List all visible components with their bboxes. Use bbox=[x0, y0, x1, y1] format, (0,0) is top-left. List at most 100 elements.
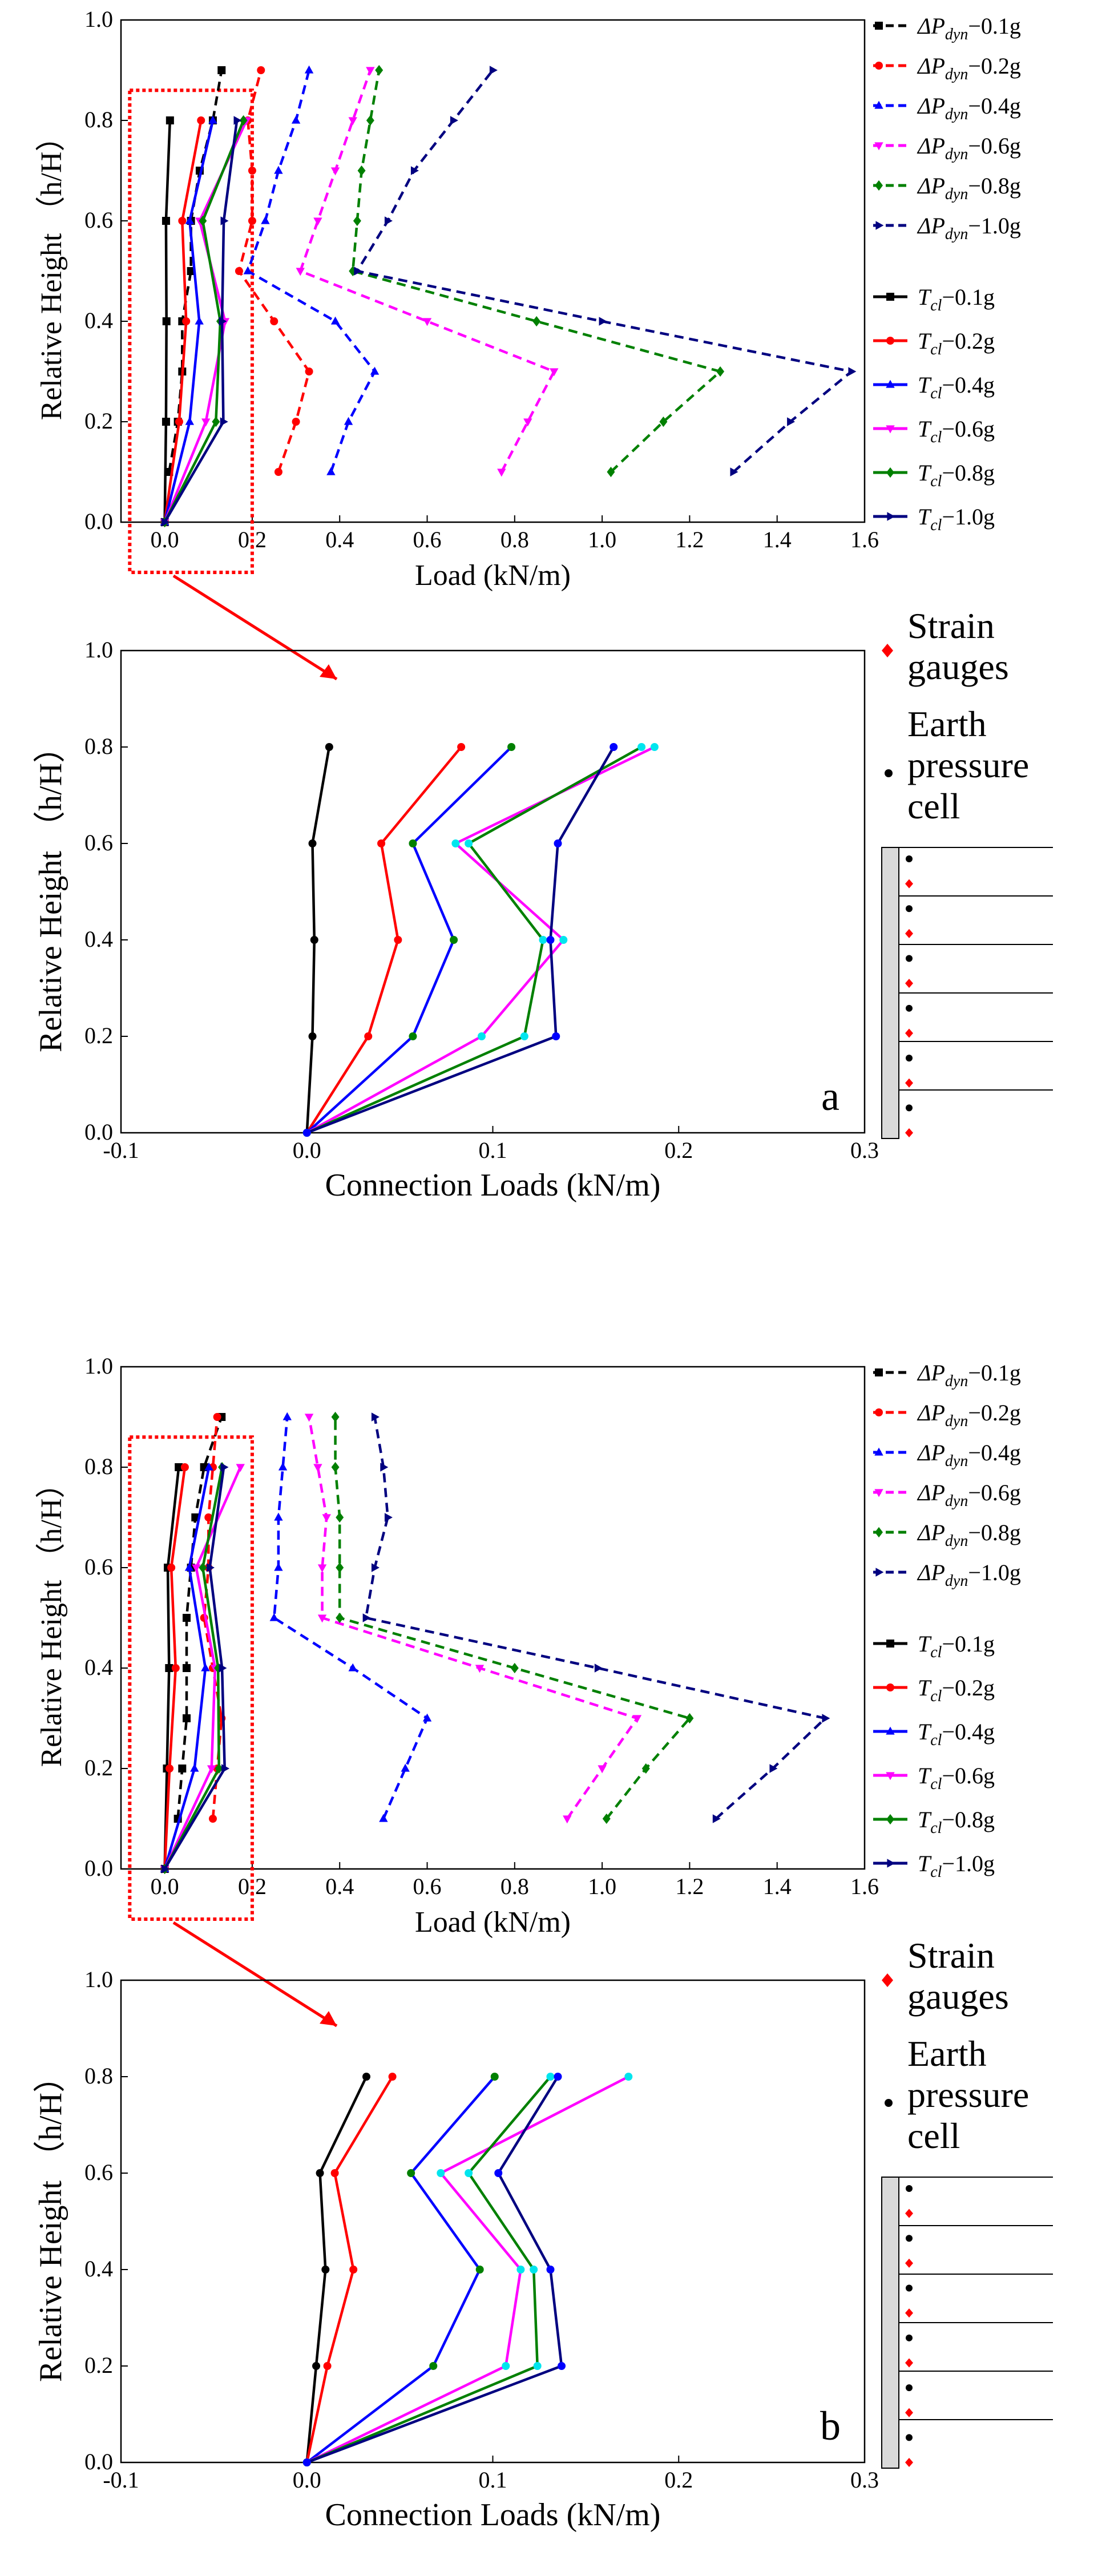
conn-series-0-point bbox=[316, 2169, 324, 2177]
conn-series-4-point bbox=[465, 2169, 473, 2177]
pressure-cell-label: Earth bbox=[907, 704, 987, 744]
dp-series-3-point bbox=[598, 1765, 607, 1774]
legend-tcl-3-swatch-marker bbox=[886, 425, 895, 434]
tcl-series-3-point bbox=[192, 1564, 201, 1573]
y-tick-label: 1.0 bbox=[84, 637, 113, 663]
panel-label: b bbox=[820, 2403, 841, 2449]
dp-series-1-point bbox=[208, 1815, 217, 1823]
dp-series-5-point bbox=[450, 116, 458, 125]
legend-tcl-2-label: Tcl−0.4g bbox=[918, 372, 995, 402]
strain-gauge-marker bbox=[905, 979, 913, 988]
dp-series-0-point bbox=[182, 1714, 191, 1722]
pressure-cell-label: pressure bbox=[907, 2074, 1029, 2115]
pressure-cell-marker bbox=[906, 905, 913, 912]
y-tick-label: 0.6 bbox=[84, 830, 113, 855]
dp-series-3-point bbox=[422, 318, 432, 326]
legend-dp-1-swatch-marker bbox=[875, 62, 883, 70]
strain-gauge-label: Strain bbox=[907, 605, 995, 646]
legend-dp-3-swatch-marker bbox=[874, 142, 883, 151]
pressure-cell-symbol bbox=[885, 2099, 893, 2107]
pressure-cell-marker bbox=[906, 855, 913, 862]
strain-gauge-marker bbox=[905, 928, 913, 938]
tcl-series-1-point bbox=[197, 116, 205, 124]
tcl-series-3-line bbox=[163, 120, 248, 523]
panel-label: a bbox=[821, 1073, 839, 1119]
legend-dp-3-label: ΔPdyn−0.6g bbox=[917, 133, 1021, 163]
legend-dp-4-label: ΔPdyn−0.8g bbox=[917, 173, 1021, 203]
dp-series-3-point bbox=[296, 268, 305, 276]
dp-series-1-point bbox=[270, 317, 278, 325]
conn-series-5-point bbox=[302, 2458, 311, 2466]
dp-series-4-point bbox=[532, 316, 541, 327]
tcl-series-4-point bbox=[239, 115, 248, 126]
pressure-cell-marker bbox=[906, 2434, 913, 2441]
conn-series-2-point bbox=[429, 2362, 438, 2370]
legend-tcl-2-label: Tcl−0.4g bbox=[918, 1719, 995, 1749]
y-tick-label: 0.6 bbox=[84, 2159, 113, 2185]
dp-series-0-point bbox=[191, 1513, 200, 1521]
dp-series-2-point bbox=[422, 1713, 432, 1722]
x-tick-label: 0.2 bbox=[664, 2467, 693, 2493]
conn-series-3-point bbox=[624, 2073, 633, 2081]
x-tick-label: 0.2 bbox=[664, 1137, 693, 1163]
tcl-series-2-point bbox=[184, 1562, 194, 1571]
tcl-series-5-point bbox=[221, 1764, 230, 1773]
y-tick-label: 0.4 bbox=[84, 308, 113, 333]
pressure-cell-label: pressure bbox=[907, 745, 1029, 785]
tcl-series-4-point bbox=[212, 416, 220, 427]
pressure-cell-marker bbox=[906, 2284, 913, 2292]
dp-series-4-point bbox=[366, 115, 374, 126]
tcl-series-2-point bbox=[185, 417, 195, 425]
conn-series-3-point bbox=[559, 936, 568, 944]
conn-series-4-point bbox=[546, 2073, 555, 2081]
conn-series-4-point bbox=[520, 1032, 528, 1040]
y-axis-label: Relative Height （h/H） bbox=[33, 2061, 68, 2382]
legend-tcl-4-swatch-marker bbox=[886, 1814, 894, 1825]
zoom-arrow bbox=[172, 574, 338, 681]
dp-series-2-point bbox=[278, 1462, 288, 1471]
conn-series-5-point bbox=[554, 2073, 562, 2081]
legend-dp-4-swatch-marker bbox=[875, 1527, 883, 1538]
x-axis-label: Load (kN/m) bbox=[415, 559, 571, 592]
conn-series-1-point bbox=[457, 743, 466, 751]
dp-series-1-point bbox=[257, 66, 265, 74]
tcl-series-5-point bbox=[219, 317, 227, 326]
legend-tcl-3-label: Tcl−0.6g bbox=[918, 416, 995, 446]
conn-series-4-point bbox=[637, 743, 646, 751]
dp-series-2-point bbox=[401, 1763, 410, 1772]
x-tick-label: 0.6 bbox=[413, 1874, 442, 1899]
x-axis-label: Connection Loads (kN/m) bbox=[325, 1168, 661, 1203]
tcl-series-5-point bbox=[220, 1463, 229, 1472]
x-tick-label: 1.4 bbox=[763, 1874, 792, 1899]
conn-series-3-point bbox=[516, 2266, 525, 2274]
legend-dp-5-swatch-marker bbox=[875, 221, 884, 230]
conn-series-1-point bbox=[388, 2073, 397, 2081]
conn-series-5-point bbox=[610, 743, 618, 751]
pressure-cell-marker bbox=[906, 2384, 913, 2392]
strain-gauge-marker bbox=[905, 2208, 913, 2218]
y-tick-label: 0.4 bbox=[84, 2256, 113, 2282]
y-tick-label: 0.2 bbox=[84, 408, 113, 434]
dp-series-3-point bbox=[348, 117, 357, 126]
pressure-cell-label: Earth bbox=[907, 2033, 987, 2074]
conn-series-0-point bbox=[325, 743, 333, 751]
dp-series-2-point bbox=[282, 1412, 292, 1420]
dp-series-0-point bbox=[187, 267, 195, 275]
conn-series-0-point bbox=[321, 2266, 330, 2274]
legend-tcl-4-label: Tcl−0.8g bbox=[918, 460, 995, 490]
dp-series-2-point bbox=[274, 1562, 283, 1571]
plot-frame bbox=[120, 1366, 866, 1870]
dp-series-5-point bbox=[822, 1714, 830, 1723]
x-axis-label: Connection Loads (kN/m) bbox=[325, 2497, 661, 2533]
pressure-cell-marker bbox=[906, 955, 913, 962]
dp-series-4-point bbox=[336, 1612, 344, 1624]
y-tick-label: 0.2 bbox=[84, 2352, 113, 2378]
tcl-series-0-point bbox=[165, 1664, 173, 1672]
legend-dp-1-label: ΔPdyn−0.2g bbox=[917, 1400, 1021, 1430]
dp-series-5-point bbox=[371, 1563, 380, 1572]
legend-tcl-5-label: Tcl−1.0g bbox=[918, 504, 995, 534]
y-tick-label: 1.0 bbox=[84, 6, 113, 32]
conn-series-2-point bbox=[409, 1032, 417, 1040]
legend-tcl-1-swatch-marker bbox=[886, 1683, 894, 1691]
